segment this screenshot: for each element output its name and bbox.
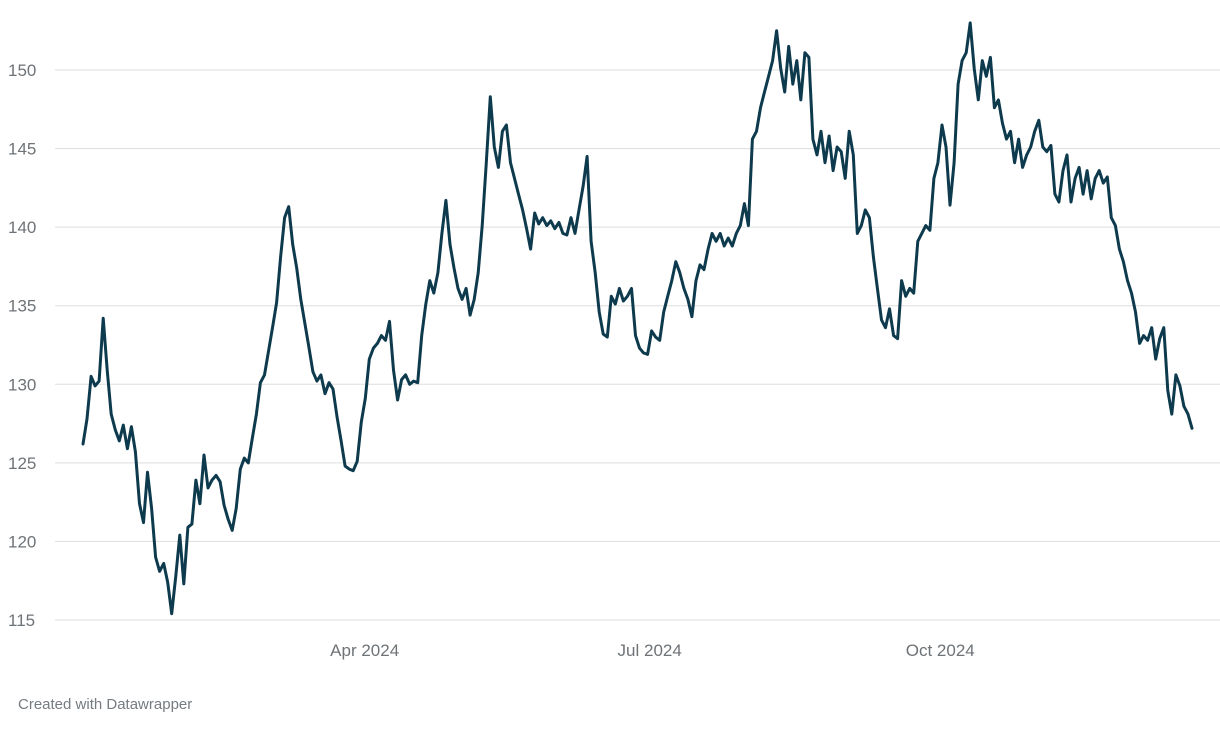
line-chart: 115 120 125 130 135 140 145 150 Apr 2024 Jul 2024… <box>8 21 1220 660</box>
y-tick-label: 135 <box>8 297 36 316</box>
y-tick-label: 145 <box>8 140 36 159</box>
chart-canvas: 115 120 125 130 135 140 145 150 Apr 2024 Jul 2024… <box>8 21 1220 660</box>
y-tick-label: 120 <box>8 532 36 551</box>
x-tick-label: Apr 2024 <box>330 641 399 660</box>
y-tick-label: 150 <box>8 61 36 80</box>
x-tick-label: Jul 2024 <box>618 641 682 660</box>
y-tick-label: 125 <box>8 454 36 473</box>
attribution: Created with Datawrapper <box>18 696 193 713</box>
y-tick-label: 115 <box>8 611 35 630</box>
y-tick-label: 130 <box>8 375 36 394</box>
price-line <box>81 21 1194 616</box>
y-tick-label: 140 <box>8 218 36 237</box>
x-tick-label: Oct 2024 <box>906 641 975 660</box>
